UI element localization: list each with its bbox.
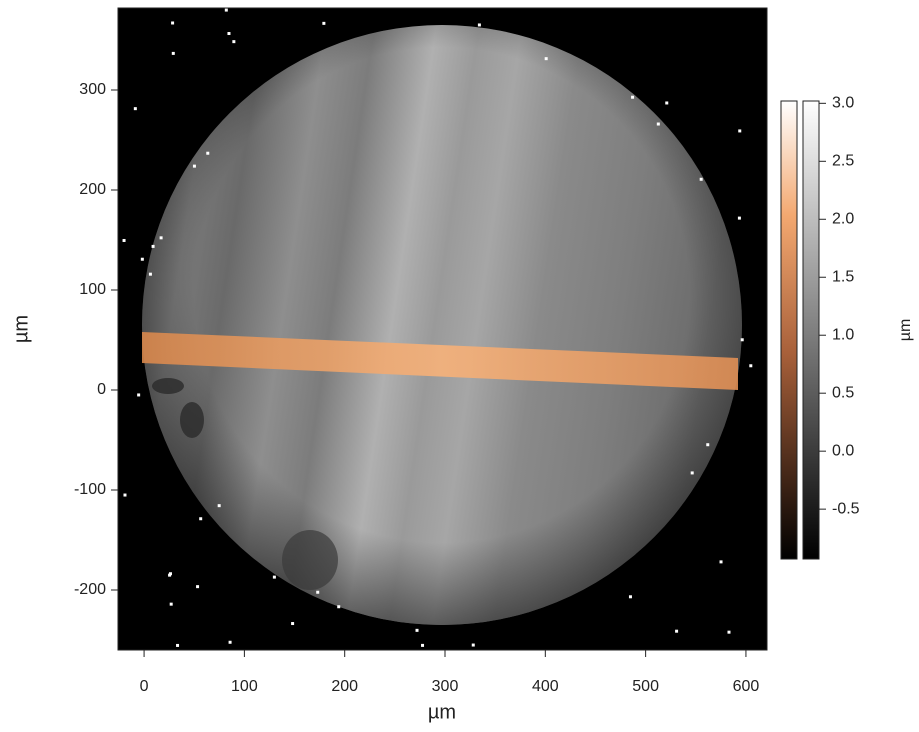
- speck: [657, 123, 660, 126]
- speck: [700, 178, 703, 181]
- speck: [545, 57, 548, 60]
- x-tick-label: 200: [331, 678, 358, 695]
- speck: [123, 494, 126, 497]
- speck: [229, 641, 232, 644]
- speck: [196, 585, 199, 588]
- colorbar-orange: [781, 101, 797, 559]
- speck: [738, 217, 741, 220]
- colorbar-label: µm: [897, 319, 914, 342]
- x-tick-label: 100: [231, 678, 258, 695]
- speck: [421, 644, 424, 647]
- speck: [629, 595, 632, 598]
- x-tick-label: 300: [432, 678, 459, 695]
- x-tick-label: 400: [532, 678, 559, 695]
- y-tick-label: 200: [79, 181, 106, 198]
- colorbar-tick-label: 1.5: [832, 268, 854, 285]
- y-tick-label: -100: [74, 481, 106, 498]
- x-tick-label: 0: [140, 678, 149, 695]
- speck: [172, 52, 175, 55]
- speck: [273, 576, 276, 579]
- speck: [720, 560, 723, 563]
- speck: [416, 629, 419, 632]
- y-tick-label: 0: [97, 381, 106, 398]
- speck: [316, 591, 319, 594]
- speck: [199, 517, 202, 520]
- colorbar-tick-label: 0.0: [832, 442, 854, 459]
- speck: [218, 504, 221, 507]
- colorbar-tick-label: 3.0: [832, 95, 854, 112]
- chart: µm µm µm 0 100 200 300 400 500 600 -200 -100 0 100…: [0, 0, 919, 727]
- speck: [291, 622, 294, 625]
- colorbar-tick-label: -0.5: [832, 500, 860, 517]
- speck: [691, 471, 694, 474]
- y-tick-label: 300: [79, 81, 106, 98]
- speck: [149, 273, 152, 276]
- x-tick-label: 600: [733, 678, 760, 695]
- speck: [141, 258, 144, 261]
- x-tick-label: 500: [632, 678, 659, 695]
- speck: [134, 107, 137, 110]
- speck: [706, 443, 709, 446]
- speck: [665, 101, 668, 104]
- speck: [232, 40, 235, 43]
- colorbar-tick-label: 0.5: [832, 384, 854, 401]
- speck: [727, 631, 730, 634]
- x-axis-label: µm: [428, 701, 456, 723]
- speck: [322, 22, 325, 25]
- speck: [675, 630, 678, 633]
- colorbar-tick-label: 1.0: [832, 326, 854, 343]
- y-axis-label: µm: [10, 315, 32, 343]
- speck: [741, 338, 744, 341]
- speck: [176, 644, 179, 647]
- speck: [472, 644, 475, 647]
- speck: [168, 574, 171, 577]
- speck: [193, 165, 196, 168]
- speck: [749, 364, 752, 367]
- speck: [478, 23, 481, 26]
- speck: [171, 21, 174, 24]
- speck: [227, 32, 230, 35]
- speck: [123, 239, 126, 242]
- speck: [206, 152, 209, 155]
- speck: [631, 96, 634, 99]
- height-map: [118, 8, 767, 650]
- speck: [225, 9, 228, 12]
- speck: [170, 603, 173, 606]
- y-tick-label: -200: [74, 581, 106, 598]
- speck: [337, 605, 340, 608]
- y-tick-label: 100: [79, 281, 106, 298]
- colorbar-gray: [803, 101, 819, 559]
- colorbar-tick-label: 2.0: [832, 210, 854, 227]
- speck: [160, 236, 163, 239]
- speck: [738, 129, 741, 132]
- colorbar-tick-label: 2.5: [832, 153, 854, 170]
- speck: [152, 245, 155, 248]
- speck: [137, 393, 140, 396]
